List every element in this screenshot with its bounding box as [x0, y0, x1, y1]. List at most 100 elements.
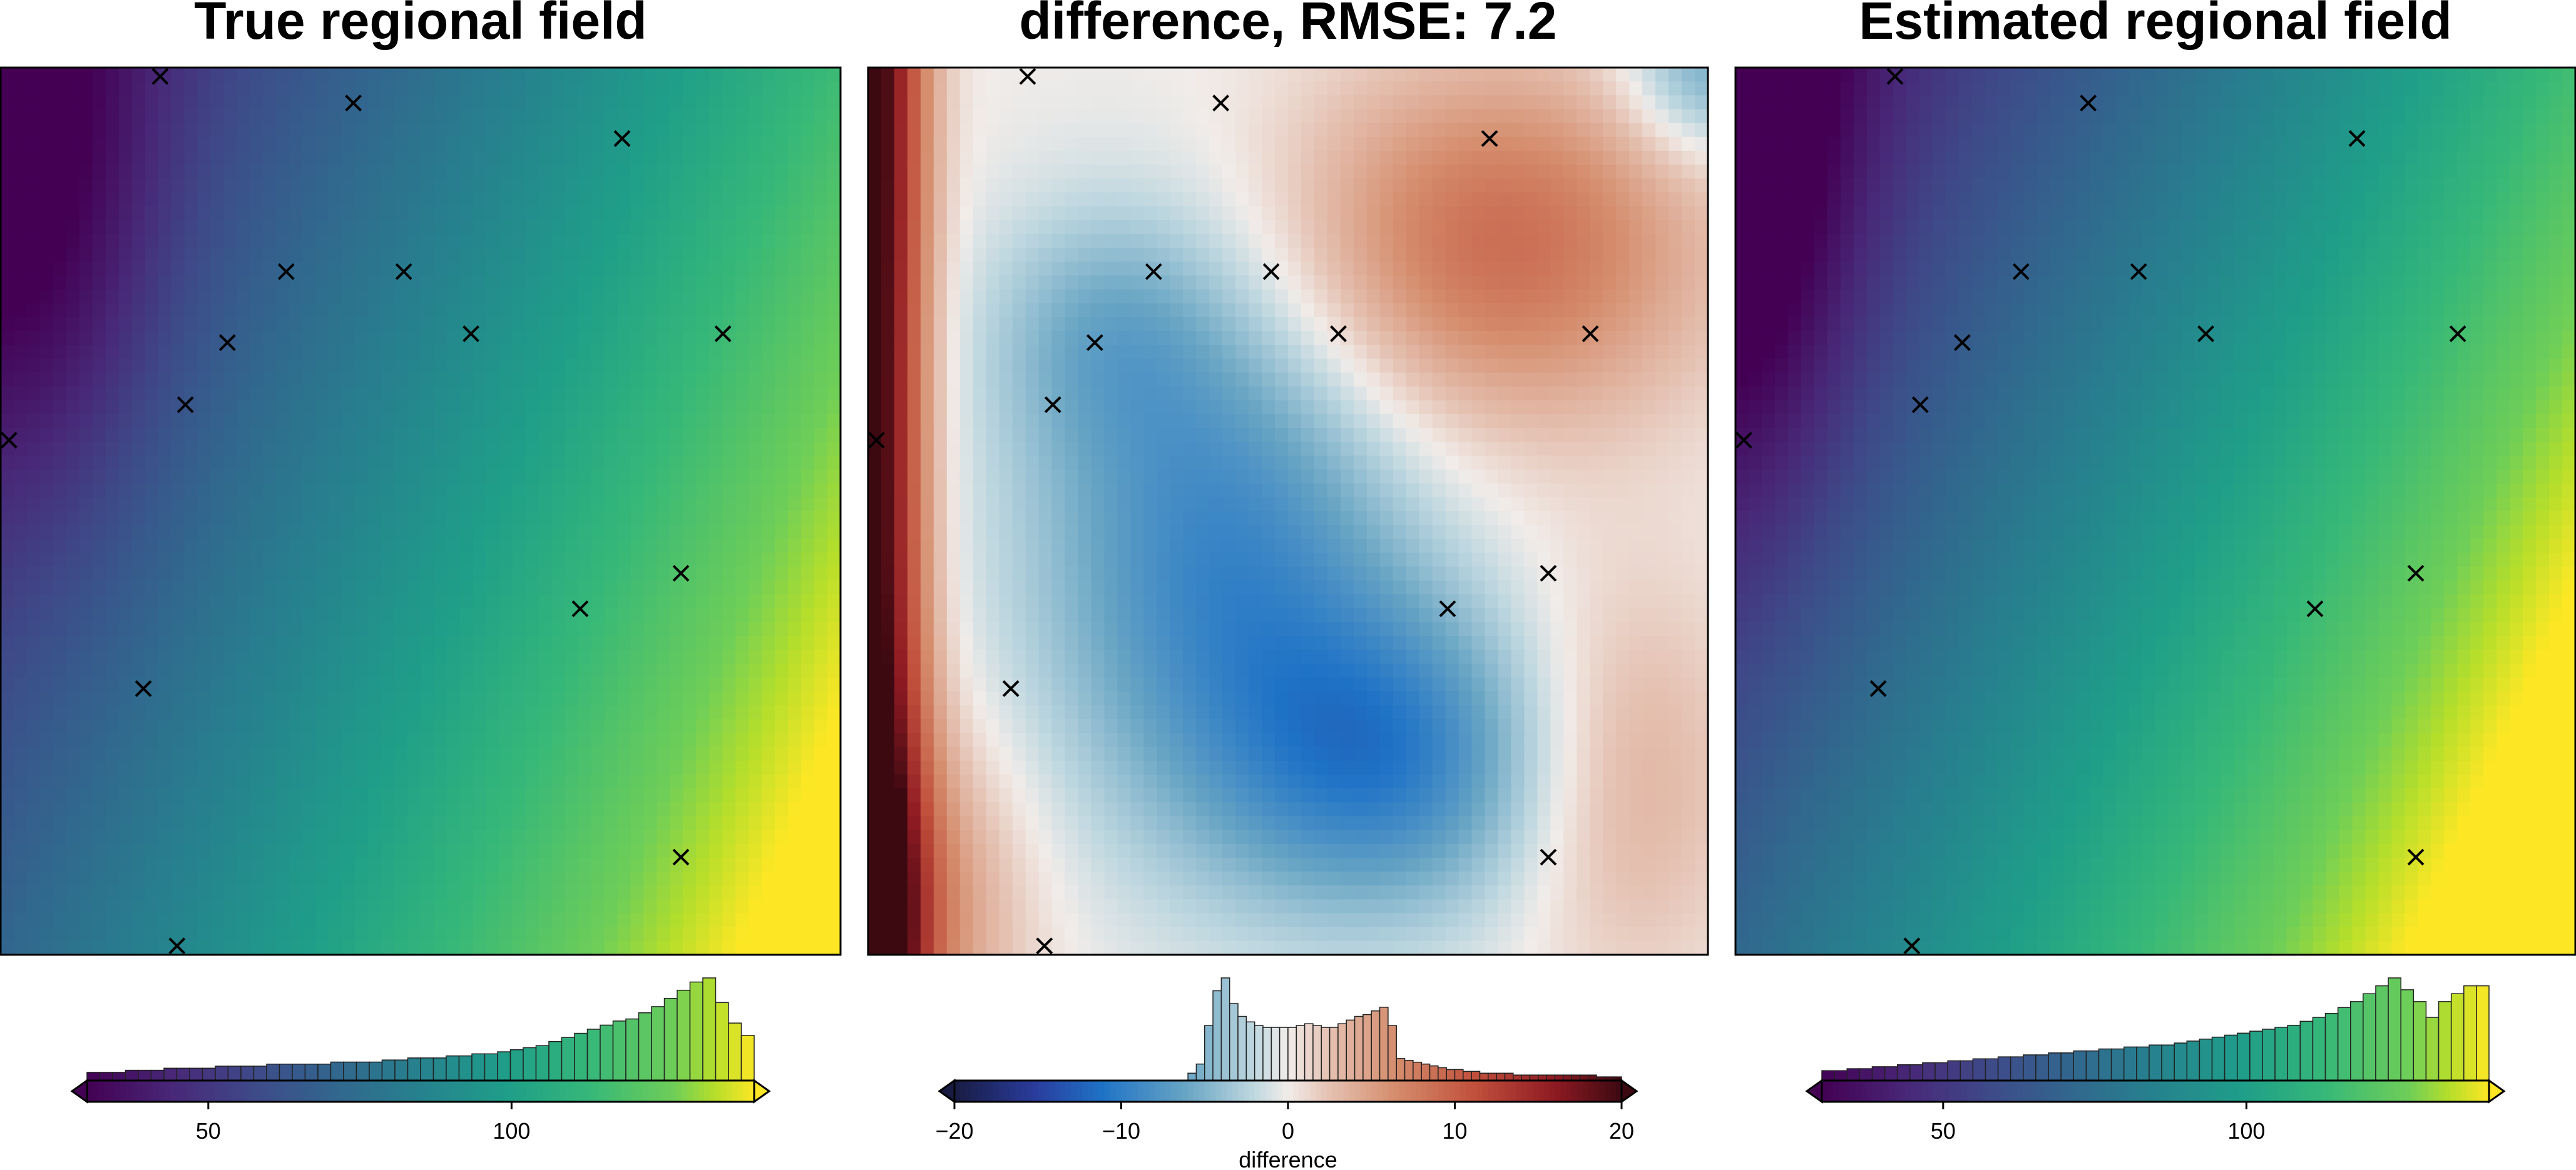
heatmap-cell [171, 552, 185, 567]
histogram-bar [99, 1072, 113, 1081]
heatmap-cell [973, 150, 987, 165]
heatmap-cell [788, 872, 802, 886]
heatmap-cell [788, 150, 802, 165]
histogram-bar [740, 1035, 755, 1081]
heatmap-cell [1498, 109, 1512, 124]
heatmap-cell [657, 857, 671, 872]
heatmap-cell [1, 400, 14, 415]
heatmap-cell [145, 428, 159, 442]
heatmap-cell [630, 414, 645, 429]
heatmap-cell [355, 552, 369, 567]
heatmap-cell [1196, 150, 1210, 165]
heatmap-cell [1327, 95, 1341, 110]
heatmap-cell [394, 469, 408, 484]
heatmap-cell [722, 372, 736, 387]
heatmap-cell [670, 899, 683, 914]
heatmap-cell [381, 788, 395, 803]
heatmap-cell [158, 705, 172, 720]
heatmap-cell [145, 830, 159, 845]
heatmap-cell [329, 136, 342, 151]
heatmap-cell [473, 68, 487, 82]
heatmap-cell [683, 913, 697, 928]
heatmap-cell [735, 178, 749, 193]
heatmap-cell [105, 428, 120, 442]
heatmap-cell [801, 719, 815, 734]
heatmap-cell [538, 594, 553, 609]
heatmap-cell [1655, 178, 1669, 193]
heatmap-cell [986, 192, 1000, 207]
heatmap-cell [709, 816, 723, 831]
heatmap-cell [643, 899, 658, 914]
heatmap-cell [565, 525, 579, 539]
heatmap-cell [525, 649, 539, 664]
heatmap-cell [617, 691, 631, 706]
heatmap-cell [355, 511, 369, 526]
colorbar-segment [198, 1081, 205, 1102]
heatmap-cell [250, 774, 263, 789]
heatmap-cell [499, 262, 513, 276]
heatmap-cell [973, 81, 987, 96]
heatmap-cell [197, 857, 212, 872]
heatmap-cell [657, 663, 671, 678]
heatmap-cell [735, 165, 749, 179]
heatmap-cell [604, 774, 618, 789]
heatmap-cell [735, 622, 749, 637]
heatmap-cell [355, 262, 369, 276]
heatmap-cell [302, 136, 316, 151]
heatmap-cell [210, 359, 225, 374]
heatmap-cell [1, 345, 14, 359]
heatmap-cell [801, 733, 815, 748]
heatmap-cell [446, 511, 461, 526]
heatmap-cell [118, 233, 133, 248]
heatmap-cell [578, 262, 592, 276]
heatmap-cell [39, 566, 54, 581]
heatmap-cell [512, 414, 526, 429]
heatmap-cell [604, 705, 618, 720]
heatmap-cell [446, 940, 461, 955]
heatmap-cell [302, 123, 316, 138]
heatmap-cell [933, 123, 948, 138]
heatmap-cell [1353, 178, 1367, 193]
heatmap-cell [342, 372, 355, 387]
heatmap-cell [302, 233, 316, 248]
heatmap-cell [1353, 206, 1367, 221]
heatmap-cell [486, 262, 500, 276]
heatmap-cell [1577, 206, 1590, 221]
heatmap-cell [250, 150, 263, 165]
heatmap-cell [1038, 165, 1053, 179]
heatmap-cell [421, 663, 434, 678]
heatmap-cell [368, 483, 382, 498]
heatmap-cell [762, 872, 775, 886]
heatmap-cell [171, 636, 185, 651]
heatmap-cell [709, 843, 723, 858]
heatmap-cell [1065, 123, 1079, 138]
heatmap-cell [538, 580, 553, 595]
heatmap-cell [263, 359, 277, 374]
heatmap-cell [145, 843, 159, 858]
heatmap-cell [145, 359, 159, 374]
heatmap-cell [814, 872, 828, 886]
heatmap-cell [250, 913, 263, 928]
heatmap-cell [355, 414, 369, 429]
heatmap-cell [355, 691, 369, 706]
heatmap-cell [131, 843, 146, 858]
heatmap-cell [473, 345, 487, 359]
heatmap-cell [145, 940, 159, 955]
heatmap-cell [1471, 68, 1486, 82]
heatmap-cell [39, 400, 54, 415]
heatmap-cell [53, 220, 67, 235]
heatmap-cell [197, 940, 212, 955]
heatmap-cell [1, 262, 14, 276]
heatmap-cell [210, 178, 225, 193]
heatmap-cell [459, 705, 474, 720]
heatmap-cell [551, 95, 566, 110]
heatmap-cell [1222, 165, 1236, 179]
heatmap-cell [459, 248, 474, 262]
heatmap-cell [525, 248, 539, 262]
heatmap-cell [1616, 123, 1630, 138]
heatmap-cell [92, 233, 106, 248]
heatmap-cell [762, 178, 775, 193]
heatmap-cell [1301, 206, 1315, 221]
heatmap-cell [1209, 68, 1223, 82]
heatmap-cell [197, 109, 212, 124]
